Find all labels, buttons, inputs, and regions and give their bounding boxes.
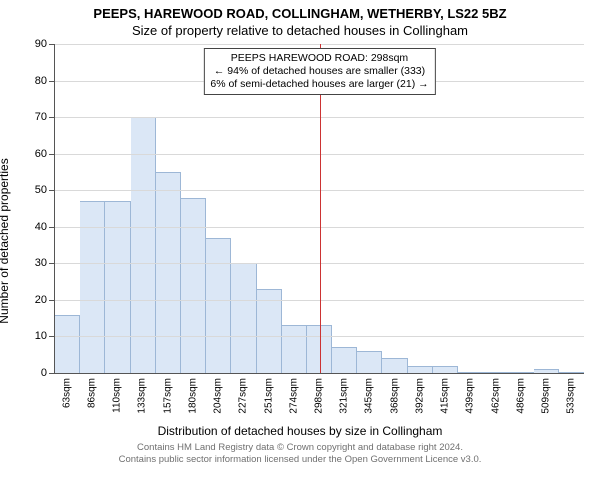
- x-tick-label: 298sqm: [314, 378, 325, 414]
- x-tick-label: 368sqm: [389, 378, 400, 414]
- y-tick-label: 20: [35, 294, 55, 306]
- x-tick-label: 533sqm: [566, 378, 577, 414]
- annotation-line-1: PEEPS HAREWOOD ROAD: 298sqm: [210, 52, 428, 65]
- histogram-bar: [483, 372, 508, 373]
- annotation-line-3: 6% of semi-detached houses are larger (2…: [210, 78, 428, 91]
- histogram-bar: [382, 358, 407, 373]
- histogram-bar: [257, 289, 282, 373]
- histogram-bar: [433, 366, 458, 373]
- x-tick-label: 486sqm: [515, 378, 526, 414]
- x-axis-tick-labels: 63sqm 86sqm 110sqm 133sqm 157sqm 180sqm 204sqm…: [54, 374, 584, 422]
- x-tick-label: 392sqm: [414, 378, 425, 414]
- x-tick-label: 509sqm: [541, 378, 552, 414]
- histogram-bar: [408, 366, 433, 373]
- page-subtitle: Size of property relative to detached ho…: [0, 23, 600, 38]
- x-tick-label: 345sqm: [364, 378, 375, 414]
- y-tick-label: 0: [41, 367, 55, 379]
- y-tick-label: 50: [35, 184, 55, 196]
- histogram-bar: [332, 347, 357, 373]
- x-tick-label: 251sqm: [263, 378, 274, 414]
- y-tick-label: 60: [35, 148, 55, 160]
- footer-line-2: Contains public sector information licen…: [0, 454, 600, 466]
- histogram-bar: [181, 198, 206, 373]
- y-tick-label: 90: [35, 38, 55, 50]
- histogram-bar: [282, 325, 307, 373]
- histogram-bar: [559, 372, 584, 373]
- x-tick-label: 133sqm: [137, 378, 148, 414]
- x-tick-label: 63sqm: [61, 378, 72, 408]
- y-tick-label: 40: [35, 221, 55, 233]
- y-tick-label: 80: [35, 75, 55, 87]
- annotation-box: PEEPS HAREWOOD ROAD: 298sqm ← 94% of det…: [203, 48, 435, 95]
- x-tick-label: 321sqm: [339, 378, 350, 414]
- x-tick-label: 462sqm: [490, 378, 501, 414]
- annotation-line-2: ← 94% of detached houses are smaller (33…: [210, 65, 428, 78]
- x-tick-label: 204sqm: [213, 378, 224, 414]
- histogram-bar: [206, 238, 231, 373]
- histogram-bar: [458, 372, 483, 373]
- x-tick-label: 274sqm: [288, 378, 299, 414]
- x-tick-label: 227sqm: [238, 378, 249, 414]
- x-tick-label: 439sqm: [465, 378, 476, 414]
- y-axis-label: Number of detached properties: [0, 158, 11, 323]
- x-tick-label: 180sqm: [187, 378, 198, 414]
- page-title-address: PEEPS, HAREWOOD ROAD, COLLINGHAM, WETHER…: [0, 6, 600, 21]
- histogram-bar: [55, 315, 80, 373]
- chart-container: Number of detached properties PEEPS HARE…: [10, 44, 590, 438]
- y-tick-label: 70: [35, 111, 55, 123]
- x-tick-label: 86sqm: [86, 378, 97, 408]
- histogram-bar: [231, 263, 256, 373]
- histogram-bar: [534, 369, 559, 373]
- y-tick-label: 30: [35, 257, 55, 269]
- x-tick-label: 157sqm: [162, 378, 173, 414]
- histogram-bar: [508, 372, 533, 373]
- y-tick-label: 10: [35, 330, 55, 342]
- x-tick-label: 415sqm: [440, 378, 451, 414]
- histogram-plot: PEEPS HAREWOOD ROAD: 298sqm ← 94% of det…: [54, 44, 584, 374]
- x-axis-label: Distribution of detached houses by size …: [10, 424, 590, 438]
- histogram-bar: [156, 172, 181, 373]
- histogram-bar: [131, 117, 156, 373]
- histogram-bar: [357, 351, 382, 373]
- footer-attribution: Contains HM Land Registry data © Crown c…: [0, 442, 600, 466]
- footer-line-1: Contains HM Land Registry data © Crown c…: [0, 442, 600, 454]
- x-tick-label: 110sqm: [112, 378, 123, 413]
